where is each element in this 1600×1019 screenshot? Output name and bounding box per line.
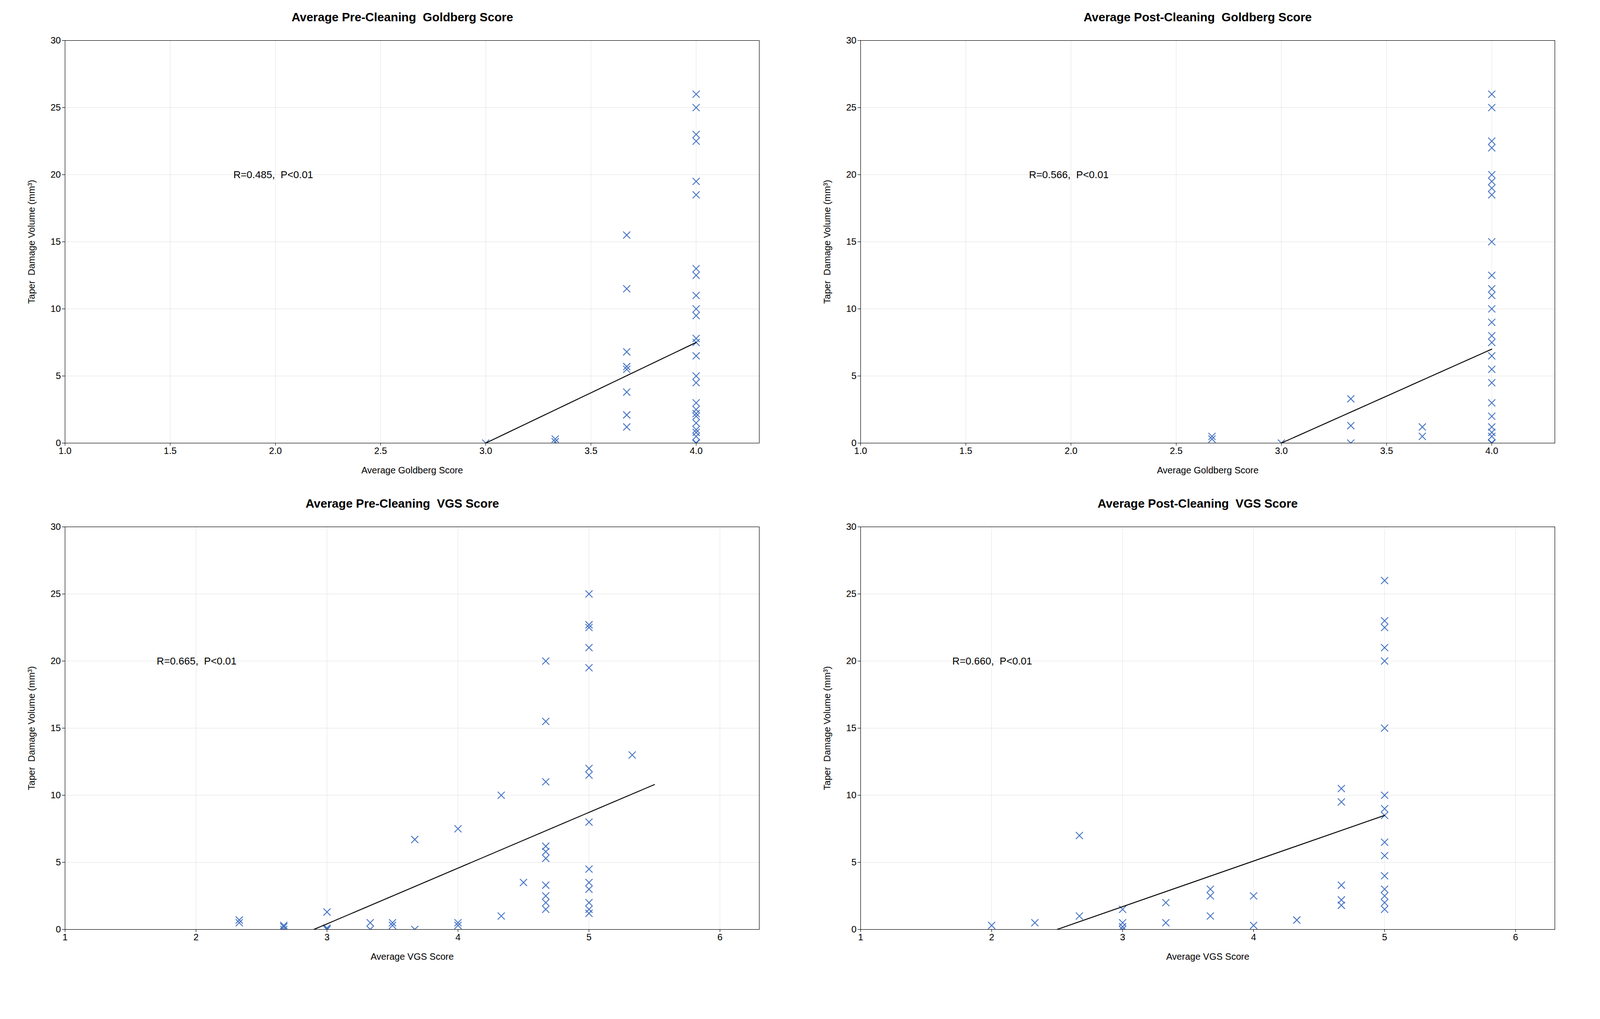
svg-text:2.0: 2.0 [1064,445,1078,456]
html-text:Average Pre-Cleaning Goldberg: Average Pre-Cleaning Goldberg Score [291,10,514,25]
svg-text:5: 5 [1382,932,1388,943]
svg-text:20: 20 [50,169,61,180]
svg-text:3: 3 [1119,932,1125,943]
svg-text:Average Goldberg Score: Average Goldberg Score [1156,465,1259,476]
html-text:Average Post-Cleaning VGS Scor: Average Post-Cleaning VGS Score [1097,496,1298,511]
svg-text:10: 10 [50,303,61,314]
svg-text:5: 5 [55,857,61,868]
svg-text:30: 30 [50,35,61,46]
svg-text:1.0: 1.0 [58,445,72,456]
svg-text:25: 25 [50,588,61,599]
svg-text:2.5: 2.5 [1169,445,1183,456]
svg-text:3.0: 3.0 [479,445,493,456]
svg-text:Taper Damage Volume (mm³): Taper Damage Volume (mm³) [821,180,832,305]
svg-text:1.5: 1.5 [958,445,972,456]
svg-text:3.5: 3.5 [1379,445,1393,456]
svg-text:0: 0 [55,437,61,448]
svg-text:15: 15 [846,722,857,734]
svg-text:Taper Damage Volume (mm³): Taper Damage Volume (mm³) [26,666,37,791]
svg-text:5: 5 [586,932,592,943]
svg-text:15: 15 [846,236,857,247]
svg-text:3.5: 3.5 [584,445,598,456]
svg-text:Taper Damage Volume (mm³): Taper Damage Volume (mm³) [26,180,37,305]
svg-text:0: 0 [851,437,857,448]
svg-text:2: 2 [988,932,994,943]
svg-text:5: 5 [851,857,857,868]
svg-text:1.0: 1.0 [853,445,867,456]
svg-text:3: 3 [324,932,330,943]
svg-text:R=0.485, P<0.01: R=0.485, P<0.01 [233,168,313,181]
svg-text:10: 10 [50,790,61,801]
svg-text:0: 0 [851,924,857,935]
svg-text:R=0.660, P<0.01: R=0.660, P<0.01 [952,655,1032,667]
svg-text:Taper Damage Volume (mm³): Taper Damage Volume (mm³) [821,666,832,791]
svg-text:20: 20 [846,169,857,180]
svg-text:20: 20 [50,655,61,667]
svg-text:15: 15 [50,236,61,247]
svg-text:25: 25 [846,102,857,113]
svg-text:Average VGS Score: Average VGS Score [1165,951,1250,962]
html-text:Average Post-Cleaning Goldberg: Average Post-Cleaning Goldberg Score [1083,10,1312,25]
svg-text:10: 10 [846,303,857,314]
svg-text:R=0.566, P<0.01: R=0.566, P<0.01 [1028,168,1109,181]
svg-text:15: 15 [50,722,61,734]
svg-text:4: 4 [455,932,461,943]
svg-text:2.0: 2.0 [268,445,282,456]
svg-text:1: 1 [62,932,68,943]
svg-text:6: 6 [717,932,723,943]
svg-text:Average VGS Score: Average VGS Score [370,951,455,962]
svg-text:30: 30 [846,35,857,46]
svg-text:2: 2 [193,932,199,943]
svg-text:5: 5 [851,370,857,381]
svg-text:R=0.665, P<0.01: R=0.665, P<0.01 [156,655,237,667]
svg-text:1: 1 [857,932,863,943]
svg-text:20: 20 [846,655,857,667]
svg-text:4.0: 4.0 [689,445,703,456]
svg-text:4.0: 4.0 [1485,445,1499,456]
html-text:Average Pre-Cleaning VGS Score: Average Pre-Cleaning VGS Score [305,496,500,511]
svg-text:25: 25 [846,588,857,599]
svg-text:30: 30 [846,521,857,532]
svg-text:25: 25 [50,102,61,113]
svg-text:4: 4 [1250,932,1256,943]
svg-text:Average Goldberg Score: Average Goldberg Score [361,465,464,476]
svg-text:1.5: 1.5 [163,445,177,456]
svg-text:10: 10 [846,790,857,801]
svg-text:6: 6 [1512,932,1519,943]
svg-text:5: 5 [55,370,61,381]
svg-text:3.0: 3.0 [1274,445,1288,456]
svg-text:30: 30 [50,521,61,532]
svg-text:2.5: 2.5 [373,445,387,456]
svg-text:0: 0 [55,924,61,935]
